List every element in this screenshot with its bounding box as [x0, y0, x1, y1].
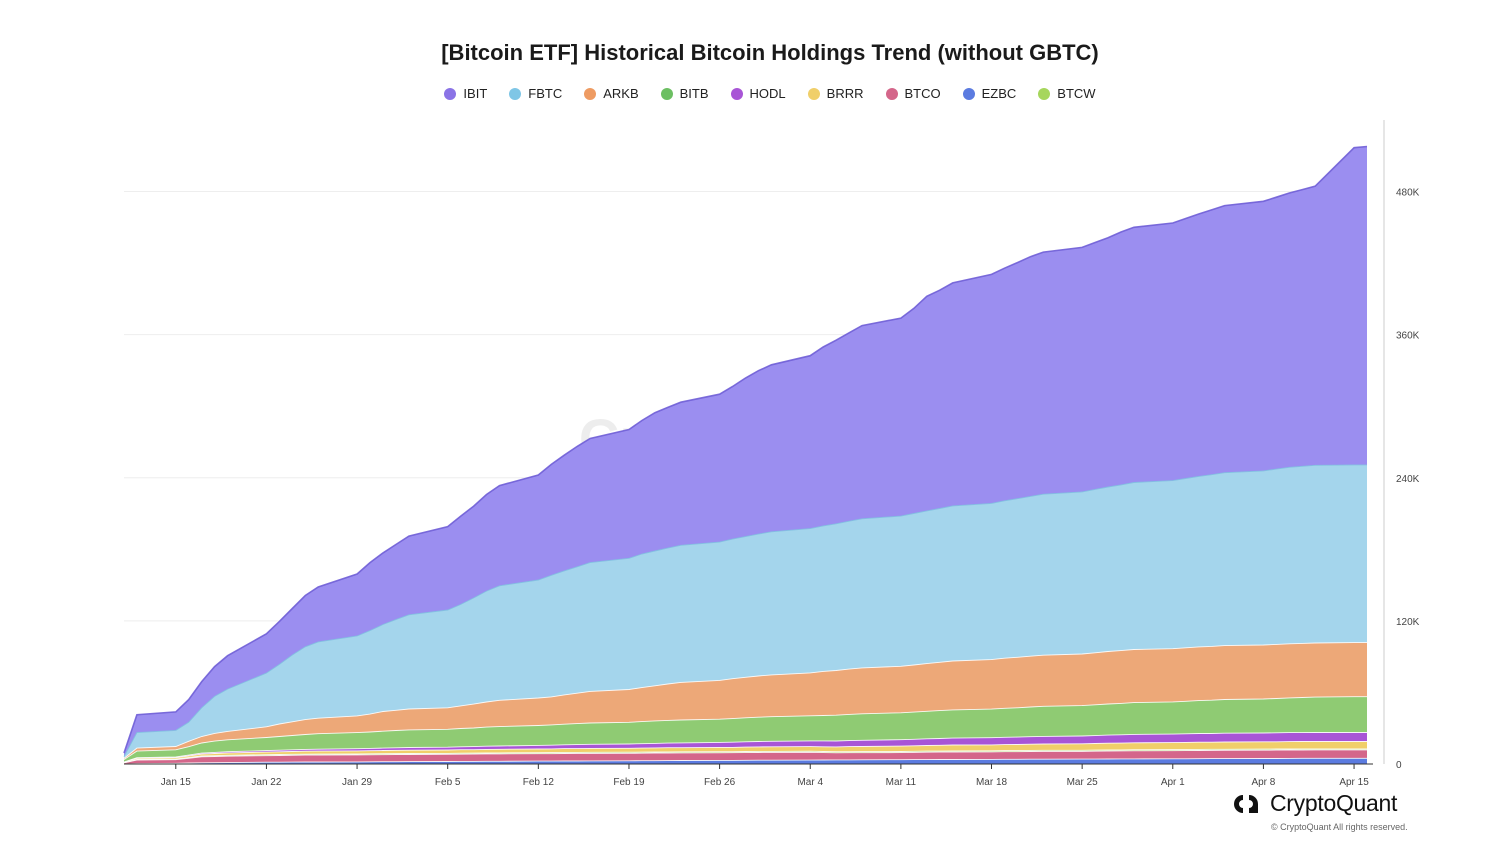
legend-dot-icon — [962, 87, 975, 100]
legend-label: BRRR — [826, 86, 864, 101]
legend-label: EZBC — [981, 86, 1017, 101]
series-areas — [123, 145, 1368, 765]
legend-label: FBTC — [528, 86, 563, 101]
brand-name: CryptoQuant — [1270, 790, 1398, 816]
area-arkb — [124, 642, 1367, 760]
line-ezbc — [123, 757, 1367, 765]
x-tick-label: Mar 11 — [886, 777, 917, 788]
y-tick-label: 360K — [1396, 331, 1420, 342]
y-tick-label: 0 — [1396, 760, 1402, 771]
legend-item-brrr[interactable]: BRRR — [807, 86, 864, 101]
legend-label: BTCO — [904, 86, 941, 101]
x-tick-label: Feb 5 — [435, 777, 461, 788]
legend-dot-icon — [1038, 87, 1051, 100]
cryptoquant-logo-icon — [1234, 794, 1258, 813]
x-tick-label: Apr 1 — [1161, 777, 1185, 788]
legend-dot-icon — [807, 87, 820, 100]
legend-label: ARKB — [603, 86, 639, 101]
legend-item-ezbc[interactable]: EZBC — [962, 86, 1017, 101]
legend-dot-icon — [509, 87, 522, 100]
line-brrr — [123, 741, 1367, 763]
line-bitb — [123, 696, 1367, 760]
area-bitb — [124, 696, 1367, 762]
legend-dot-icon — [444, 87, 457, 100]
area-hodl — [124, 732, 1367, 763]
y-tick-label: 240K — [1396, 474, 1420, 485]
area-fbtc — [124, 464, 1367, 759]
x-tick-label: Mar 25 — [1067, 777, 1099, 788]
x-tick-label: Apr 15 — [1339, 777, 1369, 788]
chart-title: [Bitcoin ETF] Historical Bitcoin Holding… — [441, 40, 1099, 65]
legend-dot-icon — [730, 87, 743, 100]
legend-item-arkb[interactable]: ARKB — [584, 86, 639, 101]
y-tick-label: 120K — [1396, 617, 1420, 628]
x-tick-label: Mar 4 — [797, 777, 823, 788]
line-arkb — [123, 642, 1367, 759]
legend-item-btco[interactable]: BTCO — [885, 86, 941, 101]
brand-logo: CryptoQuant — [1232, 790, 1397, 817]
x-tick-label: Jan 15 — [161, 777, 191, 788]
area-brrr — [124, 741, 1367, 763]
y-tick-label: 480K — [1396, 188, 1420, 199]
x-tick-label: Jan 29 — [342, 777, 372, 788]
legend-dot-icon — [885, 87, 898, 100]
line-hodl — [123, 732, 1367, 763]
line-fbtc — [123, 464, 1367, 757]
copyright-text: © CryptoQuant All rights reserved. — [1271, 822, 1408, 832]
legend-label: HODL — [749, 86, 786, 101]
legend-dot-icon — [660, 87, 673, 100]
legend-item-fbtc[interactable]: FBTC — [509, 86, 562, 101]
x-tick-label: Apr 8 — [1251, 777, 1275, 788]
legend: IBIT FBTC ARKB BITB HODL BRRR BTCO EZBC BTCW — [0, 86, 1508, 101]
line-ibit — [123, 145, 1368, 754]
legend-item-hodl[interactable]: HODL — [730, 86, 786, 101]
legend-label: IBIT — [463, 86, 488, 101]
axes: Jan 15 Jan 22 Jan 29 Feb 5 Feb 12 Feb 19 Feb 2… — [124, 120, 1420, 788]
line-btcw — [123, 748, 1367, 764]
area-ezbc — [124, 758, 1367, 764]
legend-label: BITB — [679, 86, 709, 101]
x-tick-label: Mar 18 — [976, 777, 1008, 788]
legend-label: BTCW — [1057, 86, 1096, 101]
x-tick-label: Feb 12 — [523, 777, 555, 788]
legend-item-bitb[interactable]: BITB — [660, 86, 709, 101]
legend-item-ibit[interactable]: IBIT — [444, 86, 487, 101]
legend-item-btcw[interactable]: BTCW — [1038, 86, 1096, 101]
legend-dot-icon — [584, 87, 597, 100]
x-tick-label: Feb 26 — [704, 777, 736, 788]
x-tick-label: Jan 22 — [251, 777, 281, 788]
area-btco — [124, 749, 1367, 764]
area-ibit — [124, 146, 1367, 757]
x-tick-label: Feb 19 — [613, 777, 645, 788]
line-btco — [123, 749, 1367, 764]
